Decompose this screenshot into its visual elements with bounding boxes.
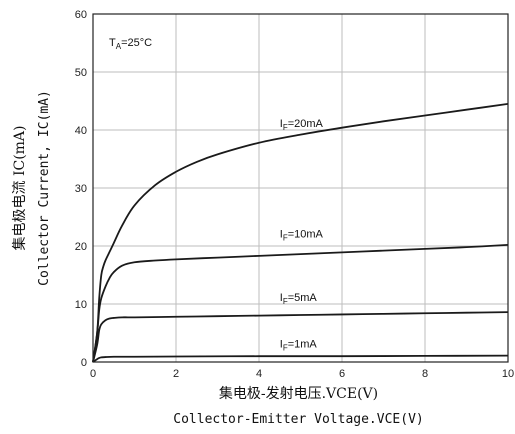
series-label-if-10ma: IF=10mA [280,228,324,242]
x-tick-label: 10 [502,368,514,380]
grid [93,14,508,362]
y-tick-label: 60 [75,9,87,21]
y-tick-label: 40 [75,125,87,137]
x-tick-label: 4 [256,368,262,380]
y-axis-label-chinese: 集电极电流 IC(mA) [11,125,28,250]
plot-border [92,13,509,363]
series-line-if-20ma [92,103,509,363]
x-axis-label-english: Collector-Emitter Voltage.VCE(V) [173,412,423,427]
tick-labels: 0 2 4 6 8 10 0 10 20 30 40 50 60 [75,9,514,380]
y-axis-label-english: Collector Current, IC(mA) [37,90,52,286]
series-line-if-10ma [92,243,509,363]
y-tick-label: 50 [75,67,87,79]
series-label-if-5ma: IF=5mA [280,292,318,306]
x-tick-label: 6 [339,368,345,380]
series-label-if-1ma: IF=1mA [280,339,318,353]
temperature-annotation: TA=25°C [109,37,152,51]
series-labels: IF=20mA IF=10mA IF=5mA IF=1mA [280,118,324,352]
x-tick-label: 2 [173,368,179,380]
y-tick-label: 10 [75,299,87,311]
series-line-if-1ma [92,354,509,363]
x-tick-label: 0 [90,368,96,380]
series-line-if-5ma [92,311,509,363]
x-tick-label: 8 [422,368,428,380]
series-layer [92,103,509,363]
y-tick-label: 0 [81,357,87,369]
x-axis-label-chinese: 集电极-发射电压.VCE(V) [219,385,378,402]
y-tick-label: 20 [75,241,87,253]
series-label-if-20ma: IF=20mA [280,118,324,132]
y-tick-label: 30 [75,183,87,195]
